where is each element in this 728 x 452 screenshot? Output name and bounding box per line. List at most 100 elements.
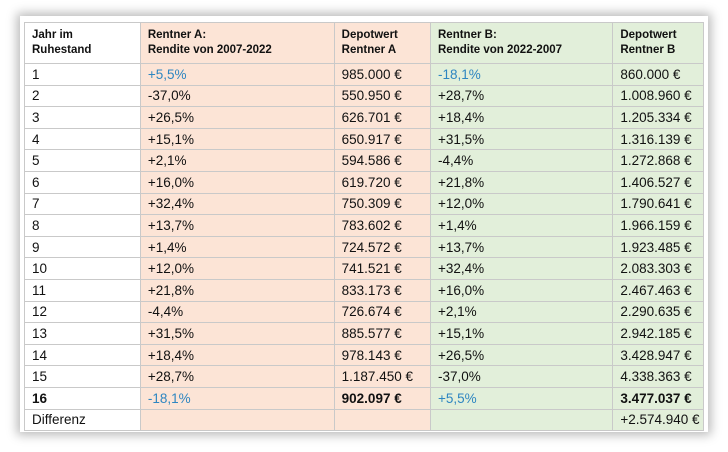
cell-a-value: 741.521 € bbox=[333, 257, 432, 280]
cell-b-return: +16,0% bbox=[429, 278, 614, 302]
table-row: 8 +13,7% 783.602 € +1,4% 1.966.159 € bbox=[24, 214, 704, 237]
cell-a-value: 594.586 € bbox=[333, 149, 432, 172]
cell-b-return: +28,7% bbox=[429, 84, 614, 108]
cell-a-value: 985.000 € bbox=[333, 63, 432, 86]
cell-year: 12 bbox=[24, 300, 141, 324]
header-a-return: Rentner A: Rendite von 2007-2022 bbox=[139, 22, 335, 64]
cell-b-return: +1,4% bbox=[429, 214, 614, 237]
table-row: 9 +1,4% 724.572 € +13,7% 1.923.485 € bbox=[24, 235, 704, 259]
cell-a-return: -4,4% bbox=[139, 300, 335, 324]
cell-a-value: 550.950 € bbox=[333, 84, 432, 108]
difference-b-value: +2.574.940 € bbox=[612, 408, 704, 432]
cell-a-return: +21,8% bbox=[139, 278, 335, 302]
cell-b-value: 2.083.303 € bbox=[612, 257, 704, 280]
cell-b-return: -4,4% bbox=[429, 149, 614, 172]
cell-a-value: 650.917 € bbox=[333, 127, 432, 151]
cell-year: 4 bbox=[24, 127, 141, 151]
cell-year: 14 bbox=[24, 343, 141, 367]
cell-b-value: 1.316.139 € bbox=[612, 127, 704, 151]
cell-a-return: +15,1% bbox=[139, 127, 335, 151]
cell-b-return: +21,8% bbox=[429, 170, 614, 194]
cell-year: 16 bbox=[24, 386, 141, 410]
header-year: Jahr im Ruhestand bbox=[24, 22, 141, 64]
table-row: 2 -37,0% 550.950 € +28,7% 1.008.960 € bbox=[24, 84, 704, 108]
table-row: 3 +26,5% 626.701 € +18,4% 1.205.334 € bbox=[24, 106, 704, 129]
cell-b-return: +13,7% bbox=[429, 235, 614, 259]
table-row: 15 +28,7% 1.187.450 € -37,0% 4.338.363 € bbox=[24, 365, 704, 388]
cell-a-value: 833.173 € bbox=[333, 278, 432, 302]
cell-b-return: +2,1% bbox=[429, 300, 614, 324]
cell-b-value: 1.966.159 € bbox=[612, 214, 704, 237]
cell-b-return: +18,4% bbox=[429, 106, 614, 129]
cell-b-return: +32,4% bbox=[429, 257, 614, 280]
cell-a-return: +31,5% bbox=[139, 322, 335, 345]
cell-b-value: 2.942.185 € bbox=[612, 322, 704, 345]
cell-a-value: 978.143 € bbox=[333, 343, 432, 367]
table-row: 6 +16,0% 619.720 € +21,8% 1.406.527 € bbox=[24, 170, 704, 194]
cell-b-return: +5,5% bbox=[429, 386, 614, 410]
cell-year: 10 bbox=[24, 257, 141, 280]
cell-a-return: +18,4% bbox=[139, 343, 335, 367]
cell-a-return: +5,5% bbox=[139, 63, 335, 86]
cell-year: 9 bbox=[24, 235, 141, 259]
cell-b-value: 1.406.527 € bbox=[612, 170, 704, 194]
cell-a-return: +26,5% bbox=[139, 106, 335, 129]
table-row: 14 +18,4% 978.143 € +26,5% 3.428.947 € bbox=[24, 343, 704, 367]
cell-a-value: 783.602 € bbox=[333, 214, 432, 237]
cell-b-value: 860.000 € bbox=[612, 63, 704, 86]
cell-b-value: 1.205.334 € bbox=[612, 106, 704, 129]
cell-a-value: 885.577 € bbox=[333, 322, 432, 345]
cell-b-return: +15,1% bbox=[429, 322, 614, 345]
cell-b-value: 4.338.363 € bbox=[612, 365, 704, 388]
table-row: 16 -18,1% 902.097 € +5,5% 3.477.037 € bbox=[24, 386, 704, 410]
cell-a-return: +16,0% bbox=[139, 170, 335, 194]
cell-a-return: +2,1% bbox=[139, 149, 335, 172]
cell-a-return: -37,0% bbox=[139, 84, 335, 108]
difference-row: Differenz +2.574.940 € bbox=[24, 408, 704, 432]
cell-year: 7 bbox=[24, 192, 141, 216]
cell-year: 3 bbox=[24, 106, 141, 129]
difference-b-return bbox=[429, 408, 614, 432]
cell-a-value: 726.674 € bbox=[333, 300, 432, 324]
cell-a-value: 724.572 € bbox=[333, 235, 432, 259]
cell-a-return: +13,7% bbox=[139, 214, 335, 237]
cell-year: 2 bbox=[24, 84, 141, 108]
cell-b-value: 2.290.635 € bbox=[612, 300, 704, 324]
table-row: 13 +31,5% 885.577 € +15,1% 2.942.185 € bbox=[24, 322, 704, 345]
cell-year: 8 bbox=[24, 214, 141, 237]
cell-b-value: 1.790.641 € bbox=[612, 192, 704, 216]
cell-a-return: +1,4% bbox=[139, 235, 335, 259]
cell-year: 13 bbox=[24, 322, 141, 345]
cell-b-return: +12,0% bbox=[429, 192, 614, 216]
cell-a-value: 750.309 € bbox=[333, 192, 432, 216]
cell-a-value: 619.720 € bbox=[333, 170, 432, 194]
cell-a-value: 1.187.450 € bbox=[333, 365, 432, 388]
header-b-return: Rentner B: Rendite von 2022-2007 bbox=[429, 22, 614, 64]
cell-b-return: -18,1% bbox=[429, 63, 614, 86]
difference-a-value bbox=[333, 408, 432, 432]
table-row: 5 +2,1% 594.586 € -4,4% 1.272.868 € bbox=[24, 149, 704, 172]
table-row: 12 -4,4% 726.674 € +2,1% 2.290.635 € bbox=[24, 300, 704, 324]
cell-b-value: 1.272.868 € bbox=[612, 149, 704, 172]
cell-year: 15 bbox=[24, 365, 141, 388]
cell-year: 5 bbox=[24, 149, 141, 172]
cell-b-return: +31,5% bbox=[429, 127, 614, 151]
cell-b-value: 3.477.037 € bbox=[612, 386, 704, 410]
cell-year: 6 bbox=[24, 170, 141, 194]
cell-a-return: +12,0% bbox=[139, 257, 335, 280]
cell-year: 1 bbox=[24, 63, 141, 86]
header-b-value: Depotwert Rentner B bbox=[612, 22, 704, 64]
cell-a-value: 902.097 € bbox=[333, 386, 432, 410]
cell-b-value: 1.923.485 € bbox=[612, 235, 704, 259]
cell-a-value: 626.701 € bbox=[333, 106, 432, 129]
table-row: 10 +12,0% 741.521 € +32,4% 2.083.303 € bbox=[24, 257, 704, 280]
header-a-value: Depotwert Rentner A bbox=[333, 22, 432, 64]
difference-label: Differenz bbox=[24, 408, 141, 432]
cell-b-value: 3.428.947 € bbox=[612, 343, 704, 367]
cell-a-return: +28,7% bbox=[139, 365, 335, 388]
retirement-comparison-table: Jahr im Ruhestand Rentner A: Rendite von 2… bbox=[24, 22, 704, 432]
header-row: Jahr im Ruhestand Rentner A: Rendite von 2… bbox=[24, 22, 704, 64]
table-row: 4 +15,1% 650.917 € +31,5% 1.316.139 € bbox=[24, 127, 704, 151]
difference-a-return bbox=[139, 408, 335, 432]
cell-a-return: -18,1% bbox=[139, 386, 335, 410]
